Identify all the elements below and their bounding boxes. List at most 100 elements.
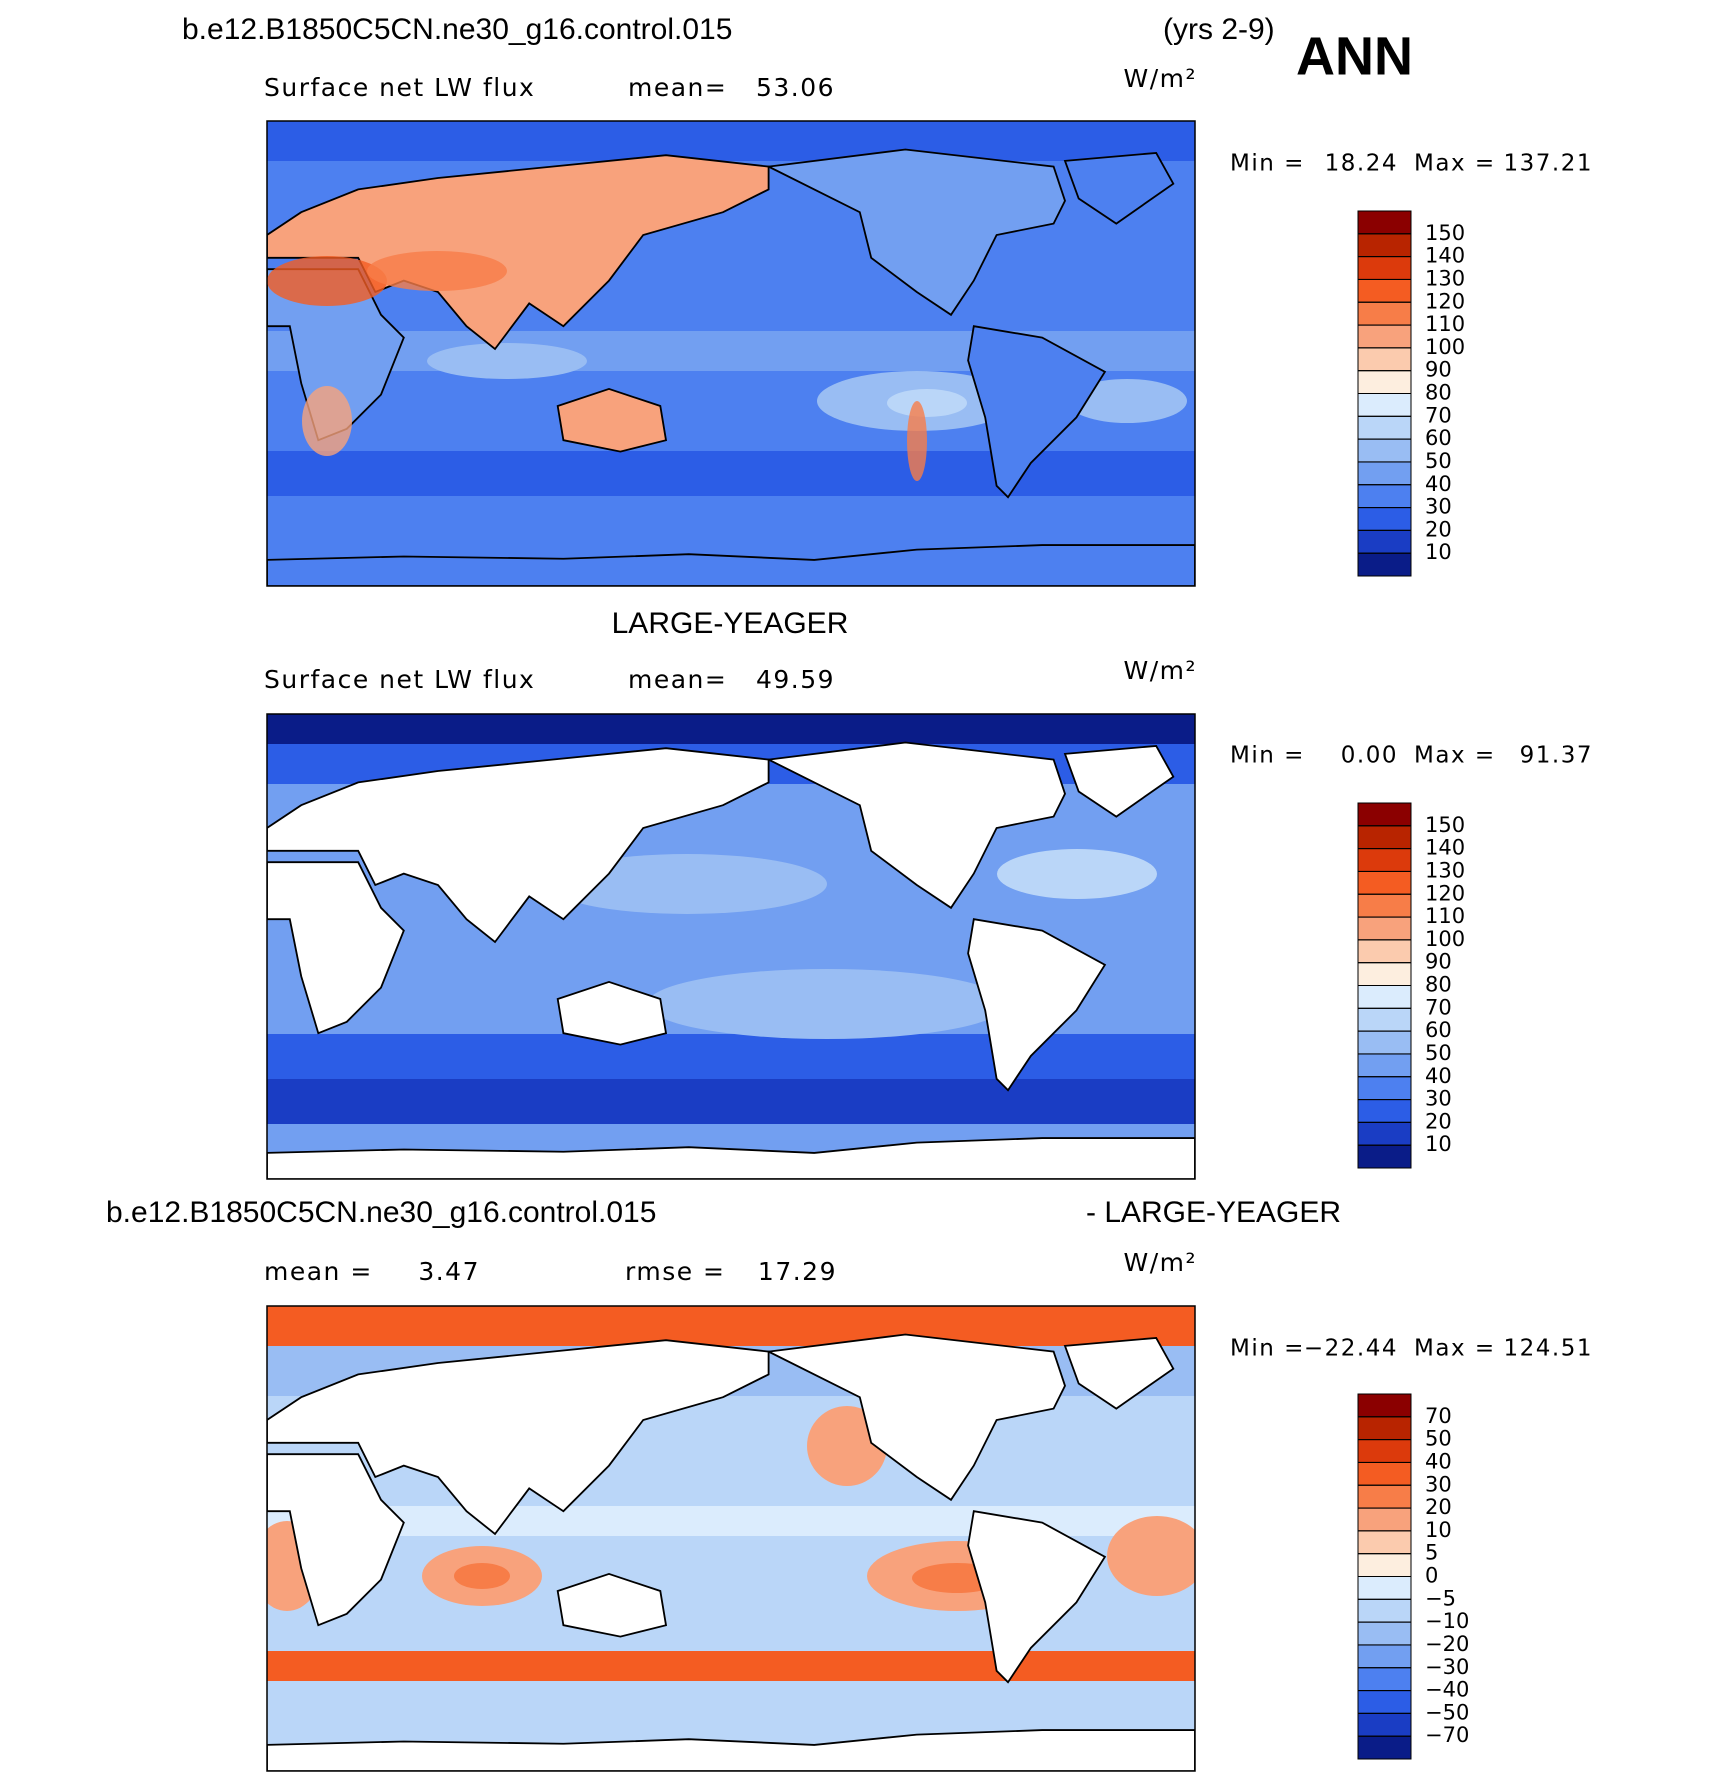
min-value: 0.00: [1341, 743, 1398, 769]
colorbar-box: [1357, 210, 1412, 235]
colorbar-label: 70: [1425, 403, 1452, 427]
colorbar-box: [1357, 1007, 1412, 1032]
colorbar-box: [1357, 1099, 1412, 1123]
colorbar-box: [1357, 870, 1412, 895]
subtitle: Surface net LW flux: [264, 73, 535, 102]
colorbar-label: −70: [1425, 1723, 1469, 1747]
colorbar-box: [1357, 1712, 1412, 1737]
colorbar-label: −5: [1425, 1586, 1456, 1610]
colorbar-label: 130: [1425, 858, 1465, 882]
colorbar-label: 20: [1425, 517, 1452, 541]
colorbar-box: [1357, 347, 1412, 372]
colorbar-box: [1357, 1644, 1412, 1669]
colorbar-label: 60: [1425, 1018, 1452, 1042]
colorbar-label: 30: [1425, 1472, 1452, 1496]
colorbar-box: [1357, 1553, 1412, 1577]
stat-value: 53.06: [756, 73, 835, 102]
colorbar-box: [1357, 1735, 1412, 1760]
max-label: Max =: [1414, 151, 1496, 177]
colorbar-label: −20: [1425, 1632, 1469, 1656]
colorbar-box: [1357, 1598, 1412, 1623]
colorbar-box: [1357, 1576, 1412, 1600]
colorbar-label: 150: [1425, 813, 1465, 837]
colorbar-box: [1357, 848, 1412, 872]
map-frame: [266, 1305, 1196, 1772]
colorbar-box: [1357, 1144, 1412, 1169]
max-label: Max =: [1414, 743, 1496, 769]
colorbar-label: 50: [1425, 1041, 1452, 1065]
colorbar-box: [1357, 1053, 1412, 1078]
map-field: [267, 1306, 1195, 1771]
stat-label: mean=: [628, 665, 727, 694]
colorbar-label: 120: [1425, 881, 1465, 905]
max-value: 124.51: [1504, 1336, 1593, 1362]
colorbar-label: 60: [1425, 426, 1452, 450]
max-value: 91.37: [1520, 743, 1593, 769]
colorbar-box: [1357, 802, 1412, 827]
colorbar-label: −10: [1425, 1609, 1469, 1633]
colorbar-label: −50: [1425, 1700, 1469, 1724]
colorbar-box: [1357, 1621, 1412, 1646]
panel-title: b.e12.B1850C5CN.ne30_g16.control.015: [182, 13, 732, 46]
colorbar-box: [1357, 529, 1412, 554]
min-label: Min =: [1230, 743, 1305, 769]
colorbar-label: −40: [1425, 1678, 1469, 1702]
colorbar-box: [1357, 1530, 1412, 1555]
colorbar-box: [1357, 484, 1412, 509]
colorbar-label: 120: [1425, 289, 1465, 313]
colorbar-label: 140: [1425, 836, 1465, 860]
colorbar-box: [1357, 256, 1412, 280]
subtitle: Surface net LW flux: [264, 665, 535, 694]
colorbar-box: [1357, 415, 1412, 440]
colorbar-label: −30: [1425, 1655, 1469, 1679]
colorbar-box: [1357, 1416, 1412, 1441]
colorbar-label: 30: [1425, 495, 1452, 519]
colorbar-label: 40: [1425, 1449, 1452, 1473]
colorbar-label: 0: [1425, 1564, 1438, 1588]
colorbar-box: [1357, 962, 1412, 986]
colorbar-box: [1357, 825, 1412, 850]
max-value: 137.21: [1504, 151, 1593, 177]
colorbar-label: 80: [1425, 381, 1452, 405]
colorbar-box: [1357, 1393, 1412, 1418]
stat-value: 17.29: [758, 1257, 837, 1286]
map-field: [267, 714, 1195, 1179]
map-frame: [266, 120, 1196, 587]
colorbar-label: 130: [1425, 266, 1465, 290]
colorbar-label: 80: [1425, 973, 1452, 997]
colorbar-label: 50: [1425, 449, 1452, 473]
colorbar-label: 20: [1425, 1495, 1452, 1519]
colorbar-label: 5: [1425, 1541, 1438, 1565]
colorbar-box: [1357, 461, 1412, 486]
map-frame: [266, 713, 1196, 1180]
min-value: 18.24: [1325, 151, 1398, 177]
colorbar-box: [1357, 393, 1412, 417]
colorbar-label: 40: [1425, 1064, 1452, 1088]
colorbar-label: 100: [1425, 927, 1465, 951]
colorbar-box: [1357, 1507, 1412, 1532]
colorbar-box: [1357, 1667, 1412, 1692]
colorbar-label: 90: [1425, 950, 1452, 974]
max-label: Max =: [1414, 1336, 1496, 1362]
colorbar-label: 10: [1425, 540, 1452, 564]
units: W/m²: [1123, 656, 1197, 685]
colorbar-box: [1357, 1439, 1412, 1463]
colorbar-box: [1357, 1076, 1412, 1101]
colorbar-label: 100: [1425, 335, 1465, 359]
colorbar-box: [1357, 939, 1412, 964]
colorbar-box: [1357, 893, 1412, 918]
colorbar-label: 110: [1425, 312, 1465, 336]
colorbar-box: [1357, 1461, 1412, 1486]
stat-label: mean=: [628, 73, 727, 102]
colorbar-label: 10: [1425, 1132, 1452, 1156]
stat-label: mean =: [264, 1257, 373, 1286]
min-label: Min =: [1230, 151, 1305, 177]
colorbar-label: 50: [1425, 1427, 1452, 1451]
colorbar-box: [1357, 233, 1412, 258]
units: W/m²: [1123, 1248, 1197, 1277]
stat-value: 3.47: [418, 1257, 480, 1286]
colorbar-label: 150: [1425, 221, 1465, 245]
colorbar-box: [1357, 438, 1412, 463]
colorbar-box: [1357, 552, 1412, 577]
